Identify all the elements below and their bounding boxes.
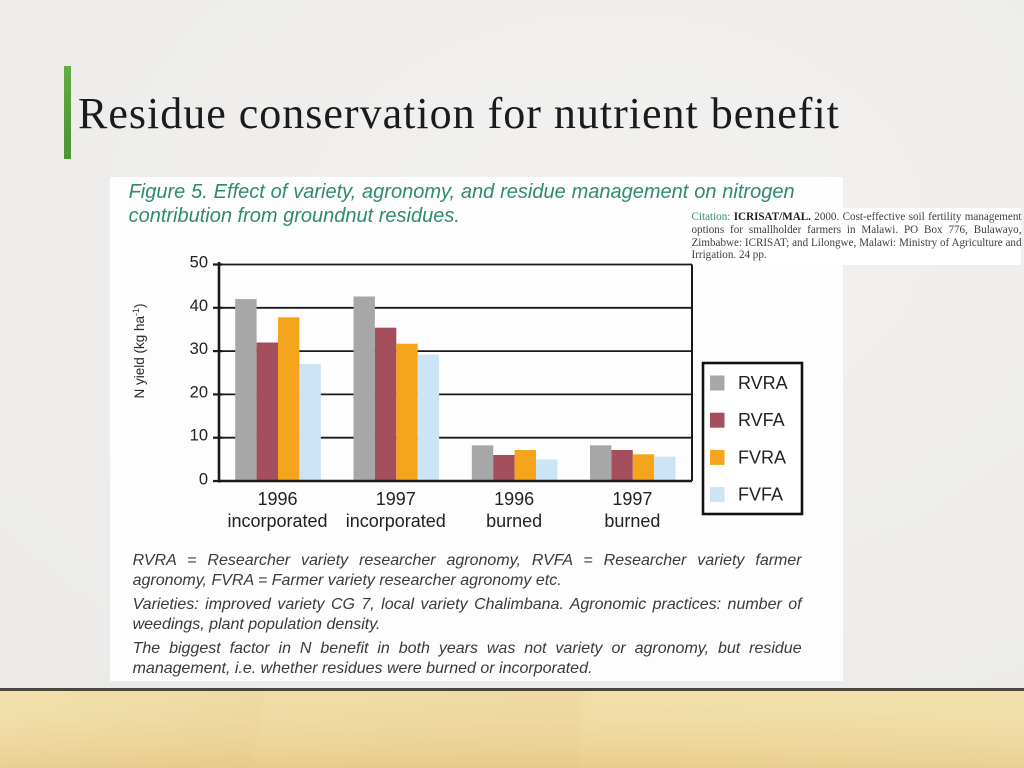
svg-text:1996: 1996 bbox=[494, 489, 534, 509]
svg-text:RVFA: RVFA bbox=[738, 410, 785, 430]
svg-text:30: 30 bbox=[190, 340, 208, 358]
svg-text:0: 0 bbox=[199, 471, 208, 489]
svg-text:10: 10 bbox=[190, 427, 208, 445]
svg-text:FVRA: FVRA bbox=[738, 447, 786, 467]
svg-text:incorporated: incorporated bbox=[346, 511, 446, 531]
svg-text:incorporated: incorporated bbox=[227, 511, 327, 531]
svg-text:20: 20 bbox=[190, 383, 208, 401]
svg-text:burned: burned bbox=[604, 511, 660, 531]
svg-text:FVFA: FVFA bbox=[738, 485, 783, 505]
svg-text:RVRA: RVRA bbox=[738, 373, 788, 393]
svg-text:1996: 1996 bbox=[257, 489, 297, 509]
svg-text:burned: burned bbox=[486, 511, 542, 531]
svg-text:50: 50 bbox=[190, 254, 208, 272]
svg-text:1997: 1997 bbox=[612, 489, 652, 509]
svg-text:40: 40 bbox=[190, 297, 208, 315]
svg-text:N yield (kg ha-1): N yield (kg ha-1) bbox=[131, 303, 147, 398]
svg-text:1997: 1997 bbox=[376, 489, 416, 509]
